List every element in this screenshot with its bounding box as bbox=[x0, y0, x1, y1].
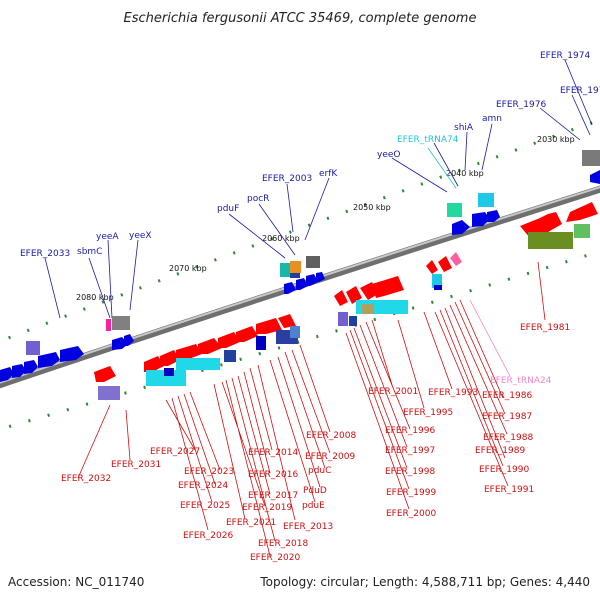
label-EFER_2018: EFER_2018 bbox=[258, 539, 308, 549]
plus-strand-features bbox=[0, 150, 600, 382]
label-EFER_1981: EFER_1981 bbox=[520, 323, 570, 333]
label-EFER_2031: EFER_2031 bbox=[111, 460, 161, 470]
label-EFER_2014: EFER_2014 bbox=[248, 448, 298, 458]
tick-label-2040: 2040 kbp bbox=[446, 169, 484, 178]
label-EFER_2003: EFER_2003 bbox=[262, 174, 312, 184]
genome-summary-text: Topology: circular; Length: 4,588,711 bp… bbox=[259, 575, 590, 589]
label-EFER_1996: EFER_1996 bbox=[385, 426, 435, 436]
label-EFER_1987: EFER_1987 bbox=[482, 412, 532, 422]
label-EFER_2023: EFER_2023 bbox=[184, 467, 234, 477]
outer-tick-ring bbox=[0, 118, 600, 343]
label-EFER_1993: EFER_1993 bbox=[428, 388, 478, 398]
label-EFER_1991: EFER_1991 bbox=[484, 485, 534, 495]
label-EFER_tRNA74: EFER_tRNA74 bbox=[397, 135, 459, 145]
accession-text: Accession: NC_011740 bbox=[8, 575, 144, 589]
label-EFER_1976: EFER_1976 bbox=[496, 100, 546, 110]
label-EFER_1986: EFER_1986 bbox=[482, 391, 532, 401]
label-EFER_1988: EFER_1988 bbox=[483, 433, 533, 443]
label-EFER_1999: EFER_1999 bbox=[386, 488, 436, 498]
label-EFER_tRNA24: EFER_tRNA24 bbox=[490, 376, 552, 386]
label-EFER_1998: EFER_1998 bbox=[385, 467, 435, 477]
label-EFER_2027: EFER_2027 bbox=[150, 447, 200, 457]
label-yeeO: yeeO bbox=[377, 150, 400, 160]
label-EFER_2021: EFER_2021 bbox=[226, 518, 276, 528]
label-pduE: pduE bbox=[302, 501, 325, 511]
label-EFER_2013: EFER_2013 bbox=[283, 522, 333, 532]
tick-label-2070: 2070 kbp bbox=[169, 264, 207, 273]
label-EFER_2020: EFER_2020 bbox=[250, 553, 300, 563]
label-pduF: pduF bbox=[217, 204, 239, 214]
label-EFER_2033: EFER_2033 bbox=[20, 249, 70, 259]
label-EFER_2017: EFER_2017 bbox=[248, 491, 298, 501]
label-EFER_2024: EFER_2024 bbox=[178, 481, 228, 491]
label-leader-lines bbox=[44, 59, 593, 557]
label-EFER_2032: EFER_2032 bbox=[61, 474, 111, 484]
tick-label-2080: 2080 kbp bbox=[76, 293, 114, 302]
label-EFER_2019: EFER_2019 bbox=[242, 503, 292, 513]
label-EFER_2016: EFER_2016 bbox=[248, 470, 298, 480]
label-EFER_2008: EFER_2008 bbox=[306, 431, 356, 441]
label-EFER_1990: EFER_1990 bbox=[479, 465, 529, 475]
inner-tick-ring bbox=[0, 249, 600, 431]
label-yeeA: yeeA bbox=[96, 232, 119, 242]
label-EFER_2009: EFER_2009 bbox=[305, 452, 355, 462]
map-title: Escherichia fergusonii ATCC 35469, compl… bbox=[124, 11, 477, 26]
label-amn: amn bbox=[482, 114, 502, 124]
tick-label-2030: 2030 kbp bbox=[537, 135, 575, 144]
label-EFER_1975: EFER_1975 bbox=[560, 86, 600, 96]
label-EFER_2025: EFER_2025 bbox=[180, 501, 230, 511]
label-erfK: erfK bbox=[319, 169, 338, 179]
label-EFER_1995: EFER_1995 bbox=[403, 408, 453, 418]
label-pocR: pocR bbox=[247, 194, 269, 204]
label-EFER_2026: EFER_2026 bbox=[183, 531, 233, 541]
label-pduC: pduC bbox=[308, 466, 331, 476]
label-EFER_1974: EFER_1974 bbox=[540, 51, 590, 61]
label-EFER_1989: EFER_1989 bbox=[475, 446, 525, 456]
label-PduD: PduD bbox=[303, 486, 327, 496]
tick-label-2050: 2050 kbp bbox=[353, 203, 391, 212]
label-sbmC: sbmC bbox=[77, 247, 102, 257]
label-yeeX: yeeX bbox=[129, 231, 152, 241]
minus-strand-features bbox=[94, 202, 598, 400]
label-shiA: shiA bbox=[454, 123, 474, 133]
label-EFER_2001: EFER_2001 bbox=[368, 387, 418, 397]
label-EFER_2000: EFER_2000 bbox=[386, 509, 436, 519]
tick-label-2060: 2060 kbp bbox=[262, 234, 300, 243]
label-EFER_1997: EFER_1997 bbox=[385, 446, 435, 456]
